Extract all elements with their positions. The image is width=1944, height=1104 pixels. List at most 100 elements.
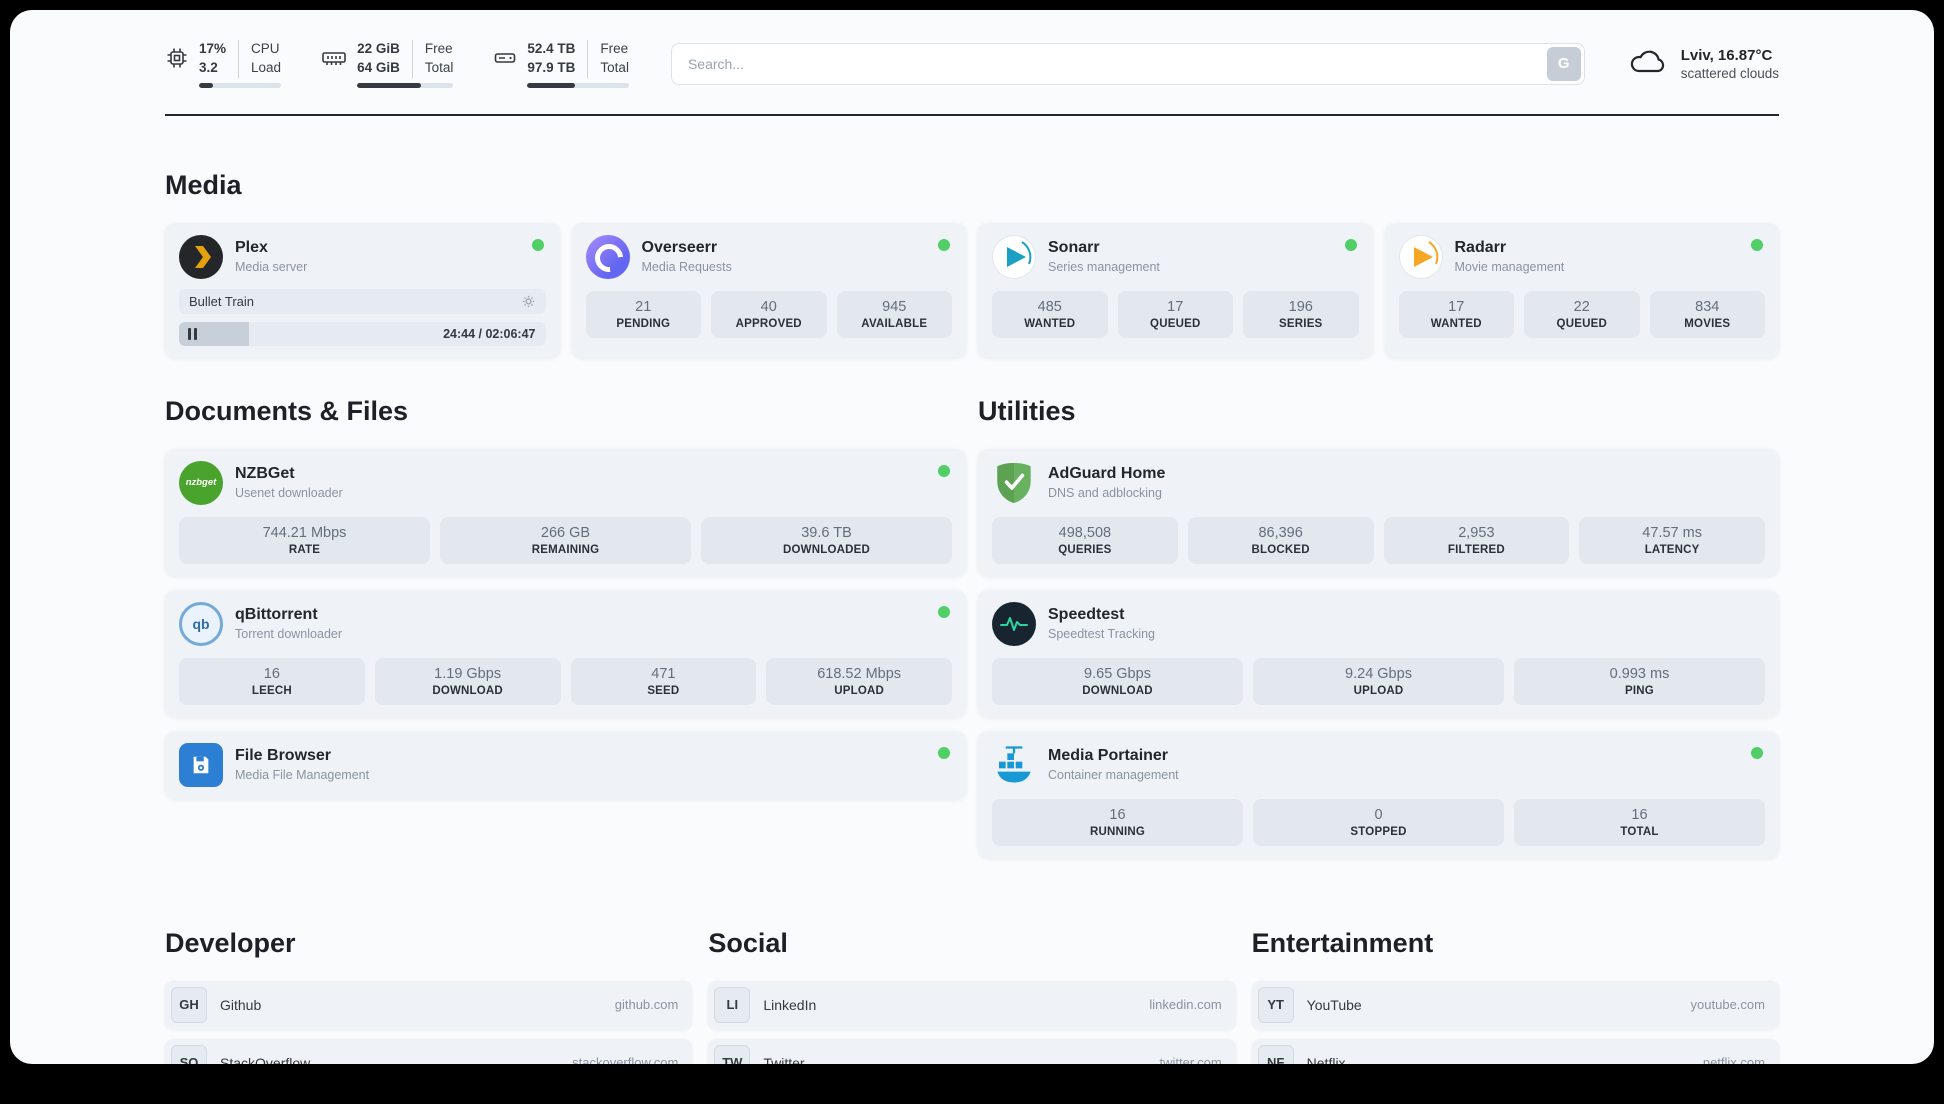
netflix-icon: NF	[1257, 1044, 1294, 1064]
link-row-twitter[interactable]: TW Twitter twitter.com	[708, 1038, 1236, 1064]
app-card-radarr[interactable]: Radarr Movie management 17 WANTED 22 QUE…	[1384, 222, 1779, 358]
stat-label: REMAINING	[531, 543, 600, 556]
now-playing-title: Bullet Train	[189, 293, 255, 309]
stat-tile: 618.52 Mbps UPLOAD	[766, 657, 952, 705]
status-online-dot	[1751, 238, 1763, 251]
ram-progress-bar	[357, 82, 454, 88]
stat-value: 485	[1037, 298, 1062, 315]
stat-value: 266 GB	[540, 524, 591, 541]
section-social: Social LI LinkedIn linkedin.com TW Twitt…	[708, 928, 1236, 1064]
stat-value: 196	[1288, 298, 1313, 315]
stat-label: UPLOAD	[834, 684, 884, 697]
link-domain: stackoverflow.com	[572, 1055, 679, 1064]
stat-label: LEECH	[251, 684, 292, 697]
link-row-netflix[interactable]: NF Netflix netflix.com	[1251, 1038, 1779, 1064]
app-card-portainer[interactable]: Media Portainer Container management 16 …	[978, 730, 1779, 858]
app-name: qBittorrent	[235, 606, 318, 624]
stat-tile: 498,508 QUERIES	[992, 516, 1178, 564]
app-card-sonarr[interactable]: Sonarr Series management 485 WANTED 17 Q…	[978, 222, 1373, 358]
stat-value: 47.57 ms	[1642, 524, 1702, 541]
stat-tile: 834 MOVIES	[1649, 290, 1765, 338]
stat-value: 17	[1167, 298, 1184, 315]
stat-label: UPLOAD	[1353, 684, 1404, 697]
cloud-icon	[1627, 45, 1669, 82]
stat-value: 22	[1573, 298, 1590, 315]
stat-value: 498,508	[1058, 524, 1112, 541]
radarr-icon	[1398, 234, 1443, 279]
section-media: Media Plex Media server Bullet Train	[165, 170, 1779, 358]
link-domain: youtube.com	[1690, 997, 1765, 1013]
plex-icon	[179, 234, 223, 279]
stat-tiles: 485 WANTED 17 QUEUED 196 SERIES	[992, 290, 1359, 338]
stat-label: QUEUED	[1556, 317, 1607, 330]
stat-label: SERIES	[1279, 317, 1323, 330]
playback-time: 24:44 / 02:06:47	[443, 326, 536, 341]
app-desc: Torrent downloader	[235, 627, 343, 642]
app-name: Sonarr	[1048, 239, 1100, 257]
stat-label: WANTED	[1024, 317, 1076, 330]
app-card-qbittorrent[interactable]: qb qBittorrent Torrent downloader 16 LEE…	[165, 589, 966, 717]
status-online-dot	[531, 238, 544, 251]
gear-icon[interactable]	[521, 294, 536, 309]
section-entertainment: Entertainment YT YouTube youtube.com NF …	[1251, 928, 1779, 1064]
search-engine-button[interactable]: G	[1546, 46, 1581, 81]
cpu-load-value: 3.2	[199, 59, 218, 75]
app-desc: Series management	[1048, 260, 1160, 275]
app-card-adguard[interactable]: AdGuard Home DNS and adblocking 498,508 …	[978, 448, 1779, 576]
app-desc: Media server	[235, 260, 308, 275]
ram-icon	[321, 46, 347, 70]
cpu-percent: 17%	[199, 41, 227, 56]
app-card-filebrowser[interactable]: File Browser Media File Management	[165, 730, 966, 799]
ram-widget: 22 GiB 64 GiB Free Total	[321, 40, 454, 88]
app-card-overseerr[interactable]: Overseerr Media Requests 21 PENDING 40 A…	[571, 222, 966, 358]
section-title-developer: Developer	[165, 927, 296, 958]
pause-icon[interactable]	[188, 327, 197, 340]
stat-tile: 16 TOTAL	[1514, 798, 1765, 846]
app-desc: Speedtest Tracking	[1048, 627, 1156, 642]
stat-label: RUNNING	[1089, 825, 1146, 838]
overseerr-icon	[585, 234, 630, 279]
stat-value: 618.52 Mbps	[817, 665, 902, 682]
stat-label: MOVIES	[1684, 317, 1731, 330]
stat-value: 471	[651, 665, 676, 682]
stat-tile: 17 WANTED	[1398, 290, 1514, 338]
cpu-progress-bar	[199, 82, 282, 88]
stat-tiles: 498,508 QUERIES 86,396 BLOCKED 2,953 FIL…	[992, 516, 1765, 564]
stat-tile: 0.993 ms PING	[1514, 657, 1765, 705]
stat-tile: 22 QUEUED	[1524, 290, 1640, 338]
status-online-dot	[938, 464, 950, 477]
stat-tile: 86,396 BLOCKED	[1187, 516, 1374, 564]
app-card-nzbget[interactable]: nzbget NZBGet Usenet downloader 744.21 M…	[165, 448, 966, 576]
disk-total-label: Total	[600, 59, 629, 75]
link-row-github[interactable]: GH Github github.com	[165, 980, 693, 1029]
section-title-media: Media	[165, 169, 242, 200]
stat-tile: 40 APPROVED	[711, 290, 827, 338]
stat-tile: 17 QUEUED	[1117, 290, 1233, 338]
stat-value: 9.65 Gbps	[1084, 665, 1151, 682]
stat-tiles: 17 WANTED 22 QUEUED 834 MOVIES	[1398, 290, 1765, 338]
app-card-plex[interactable]: Plex Media server Bullet Train	[165, 222, 560, 358]
app-name: NZBGet	[235, 465, 295, 483]
search-input[interactable]	[670, 42, 1585, 85]
disk-widget: 52.4 TB 97.9 TB Free Total	[493, 40, 629, 88]
stat-label: QUEUED	[1150, 317, 1201, 330]
weather-widget: Lviv, 16.87°C scattered clouds	[1627, 45, 1779, 82]
app-name: File Browser	[235, 747, 332, 765]
stat-tile: 266 GB REMAINING	[440, 516, 691, 564]
stackoverflow-icon: SO	[171, 1044, 207, 1064]
stat-tiles: 16 LEECH 1.19 Gbps DOWNLOAD 471 SEED 6	[179, 657, 952, 705]
search: G	[670, 42, 1585, 85]
app-name: Overseerr	[641, 239, 718, 257]
stat-label: PENDING	[616, 317, 671, 330]
link-row-youtube[interactable]: YT YouTube youtube.com	[1251, 980, 1779, 1029]
stat-value: 2,953	[1458, 524, 1495, 541]
status-online-dot	[938, 746, 950, 759]
link-name: YouTube	[1306, 996, 1362, 1013]
app-card-speedtest[interactable]: Speedtest Speedtest Tracking 9.65 Gbps D…	[978, 589, 1779, 717]
stat-label: FILTERED	[1447, 543, 1505, 556]
ram-total-value: 64 GiB	[357, 59, 400, 75]
link-row-stackoverflow[interactable]: SO StackOverflow stackoverflow.com	[165, 1038, 693, 1064]
link-row-linkedin[interactable]: LI LinkedIn linkedin.com	[708, 980, 1236, 1029]
disk-total-value: 97.9 TB	[527, 59, 576, 75]
hard-drive-icon	[493, 46, 517, 70]
